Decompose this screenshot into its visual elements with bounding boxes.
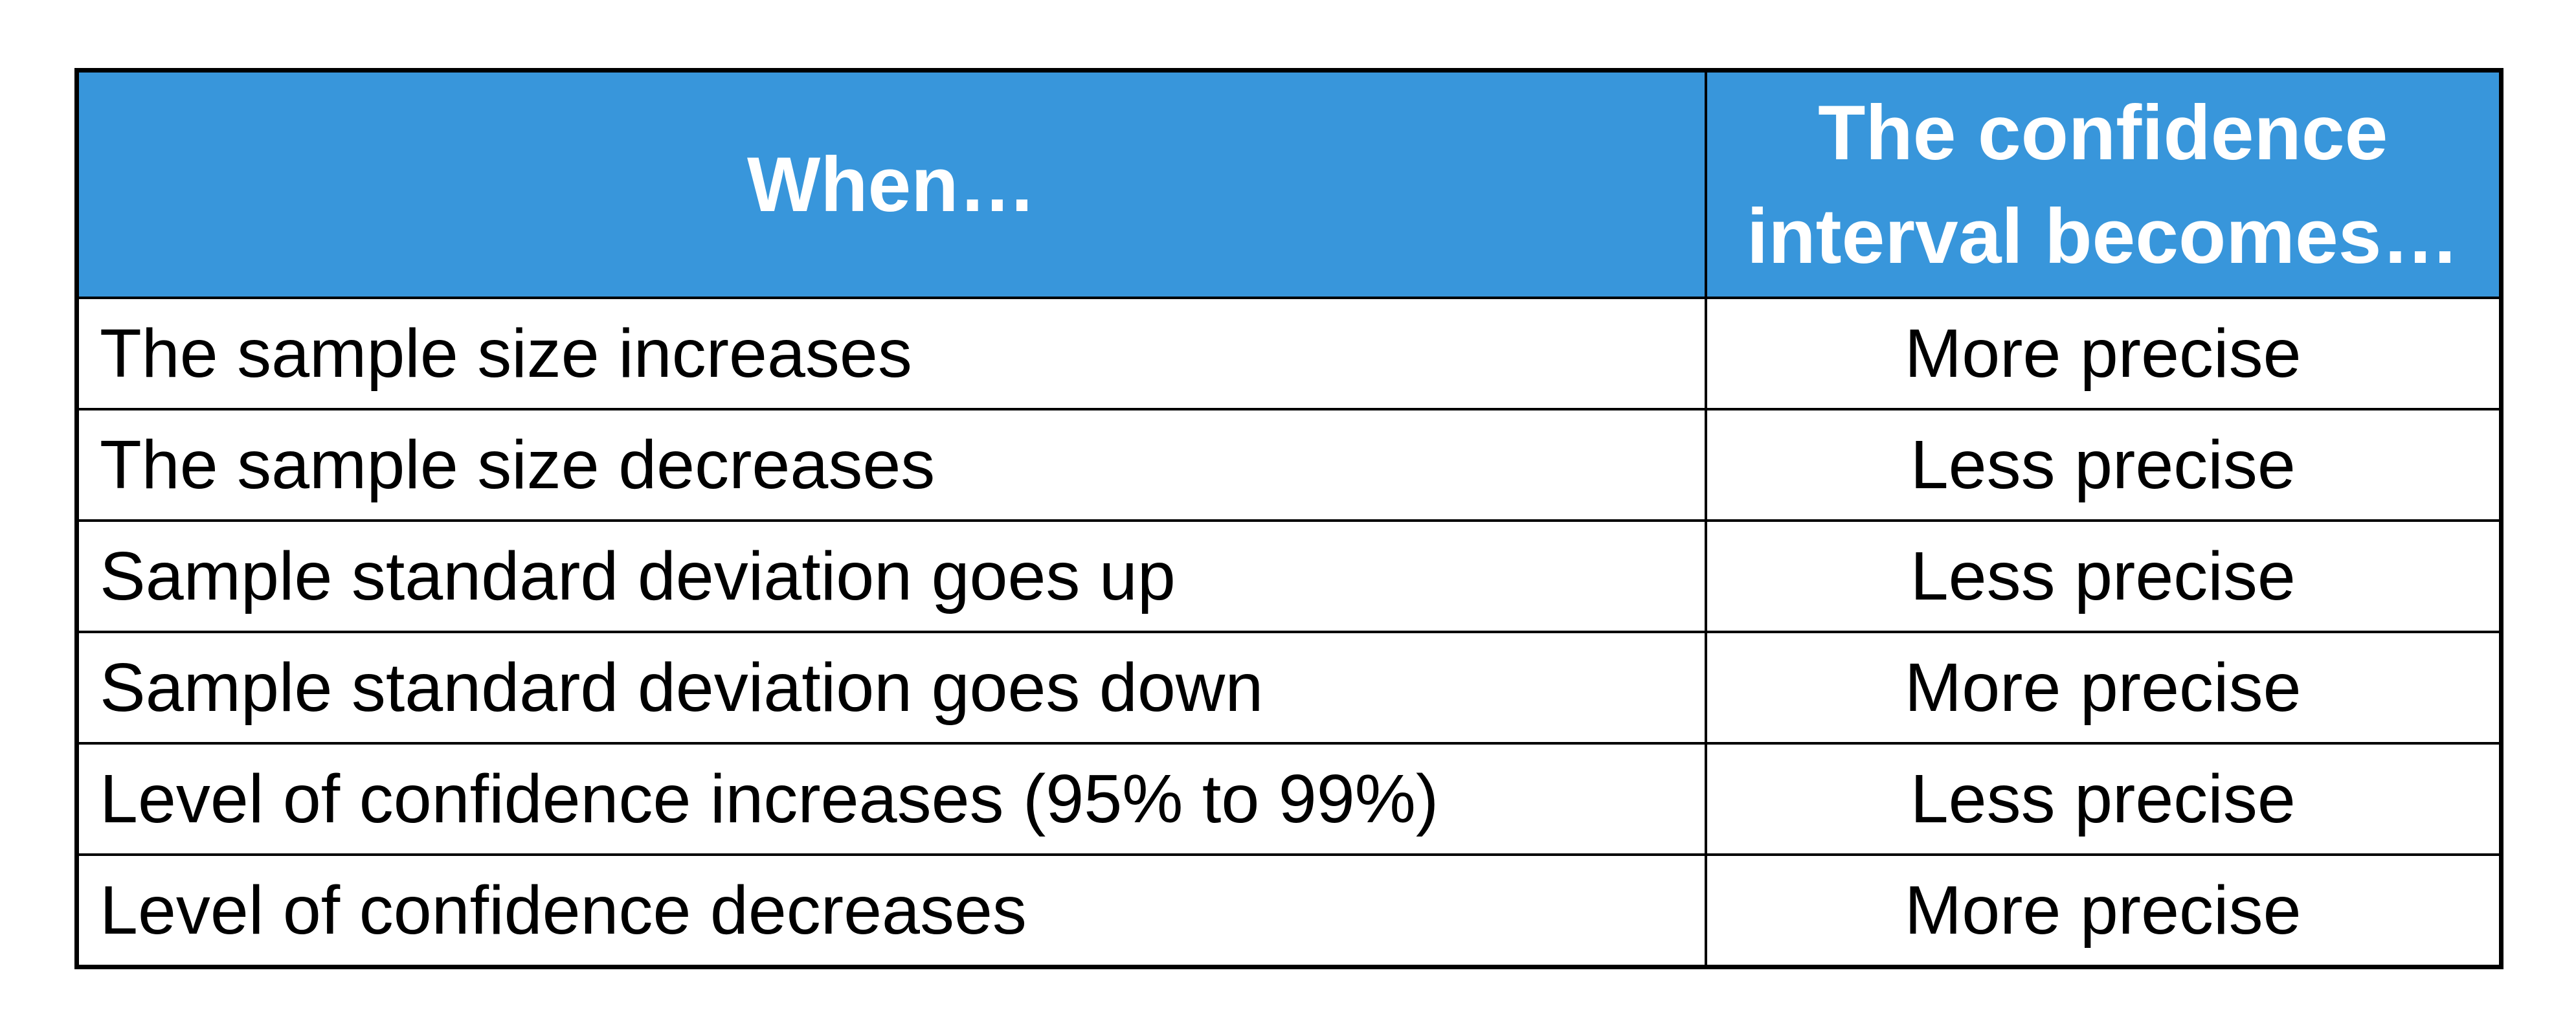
table-row: The sample size increases More precise (75, 297, 2503, 410)
cell-when: Sample standard deviation goes down (75, 631, 1707, 745)
table-row: Level of confidence increases (95% to 99… (75, 742, 2503, 856)
table-row: Level of confidence decreases More preci… (75, 853, 2503, 969)
table-row: Sample standard deviation goes down More… (75, 631, 2503, 745)
header-when: When… (75, 69, 1707, 299)
header-result: The confidence interval becomes… (1704, 69, 2503, 299)
cell-when: The sample size increases (75, 297, 1707, 410)
cell-result: More precise (1704, 853, 2503, 969)
cell-when: Level of confidence decreases (75, 853, 1707, 969)
cell-result: Less precise (1704, 519, 2503, 633)
confidence-interval-table-container: When… The confidence interval becomes… T… (74, 68, 2503, 969)
confidence-interval-table: When… The confidence interval becomes… T… (74, 68, 2503, 969)
cell-result: Less precise (1704, 408, 2503, 522)
table-row: The sample size decreases Less precise (75, 408, 2503, 522)
table-header-row: When… The confidence interval becomes… (75, 69, 2503, 299)
cell-when: Level of confidence increases (95% to 99… (75, 742, 1707, 856)
cell-when: The sample size decreases (75, 408, 1707, 522)
cell-result: Less precise (1704, 742, 2503, 856)
cell-result: More precise (1704, 297, 2503, 410)
cell-when: Sample standard deviation goes up (75, 519, 1707, 633)
table-row: Sample standard deviation goes up Less p… (75, 519, 2503, 633)
cell-result: More precise (1704, 631, 2503, 745)
